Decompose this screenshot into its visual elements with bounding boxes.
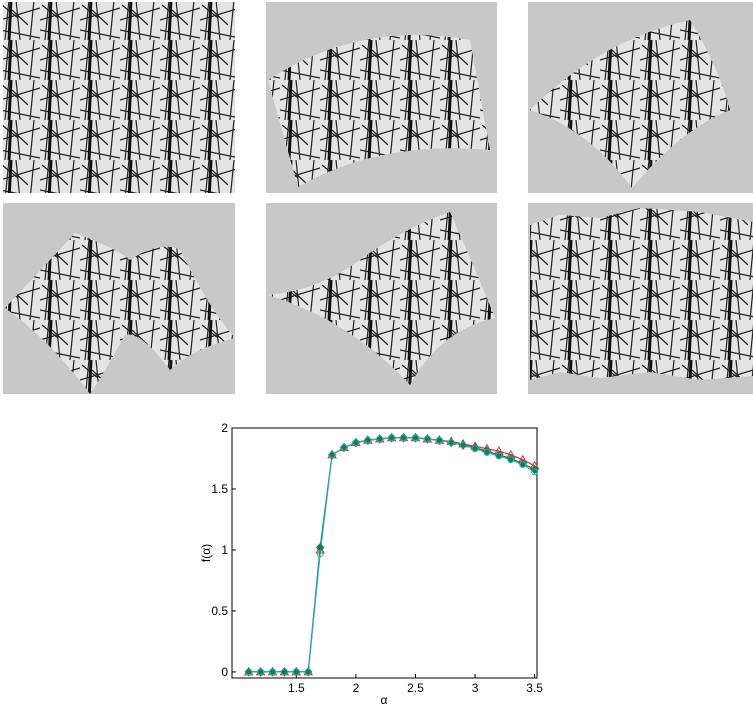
x-axis-label: α: [381, 693, 388, 707]
data-point: [388, 434, 396, 442]
data-point: [257, 668, 265, 676]
data-point: [411, 434, 419, 442]
data-point: [245, 668, 253, 676]
data-point: [376, 435, 384, 443]
x-tick-label: 2: [353, 681, 360, 695]
data-point: [519, 461, 527, 469]
data-point: [269, 668, 277, 676]
data-point: [352, 439, 360, 447]
data-point: [447, 439, 455, 447]
x-tick-label: 1.5: [288, 681, 305, 695]
data-point: [316, 550, 324, 558]
data-point: [400, 434, 408, 442]
data-point: [304, 668, 312, 676]
data-point: [423, 435, 431, 443]
data-point: [459, 441, 467, 449]
data-point: [530, 464, 539, 475]
data-point: [471, 445, 479, 453]
data-point: [315, 542, 325, 553]
data-point: [292, 668, 300, 676]
warped-image: [268, 35, 490, 187]
data-point: [495, 452, 503, 460]
data-point: [435, 436, 443, 444]
warped-image: [530, 20, 730, 188]
warped-image: [5, 233, 235, 394]
y-tick-label: 0.5: [211, 604, 228, 618]
x-tick-label: 3: [472, 681, 479, 695]
x-tick-label: 2.5: [407, 681, 424, 695]
y-tick-label: 1: [221, 543, 228, 557]
data-point: [364, 436, 372, 444]
y-axis-label: f(α): [199, 544, 213, 562]
data-point: [328, 451, 336, 459]
image-panel: [3, 2, 235, 193]
y-tick-label: 0: [221, 665, 228, 679]
data-point: [483, 448, 491, 456]
y-tick-label: 2: [221, 421, 228, 435]
warped-image: [268, 212, 495, 385]
warped-image: [530, 208, 753, 380]
image-panels: [3, 2, 753, 394]
plot-frame: [231, 427, 538, 679]
data-point: [507, 456, 515, 464]
data-point: [531, 468, 539, 476]
y-tick-label: 1.5: [211, 482, 228, 496]
data-point: [280, 668, 288, 676]
data-point: [340, 444, 348, 452]
x-tick-label: 3.5: [526, 681, 543, 695]
